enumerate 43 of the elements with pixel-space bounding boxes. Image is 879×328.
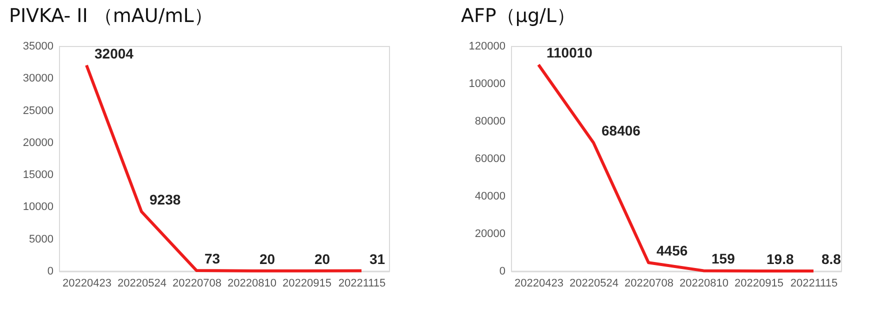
y-tick-label: 40000 (474, 190, 506, 202)
data-label: 20 (314, 250, 330, 267)
x-tick-label: 20220810 (228, 278, 276, 290)
data-label: 4456 (656, 242, 688, 259)
x-tick-label: 20221115 (790, 278, 838, 290)
y-tick-label: 35000 (22, 40, 54, 52)
chart-title: AFP（μg/L） (461, 5, 576, 27)
x-tick-label: 20220915 (282, 278, 332, 290)
y-tick-label: 0 (499, 266, 506, 278)
y-tick-label: 20000 (474, 228, 506, 240)
data-label: 9238 (150, 192, 181, 208)
y-tick-label: 60000 (474, 153, 506, 165)
y-tick-label: 5000 (29, 233, 54, 246)
y-tick-label: 120000 (468, 40, 506, 52)
y-tick-label: 30000 (22, 72, 54, 85)
data-label: 8.8 (822, 250, 842, 267)
y-tick-label: 0 (47, 266, 54, 278)
data-label: 31 (370, 250, 386, 267)
y-tick-label: 80000 (474, 116, 506, 128)
x-tick-label: 20220915 (734, 278, 784, 290)
data-label: 159 (712, 250, 736, 267)
x-tick-label: 20220708 (172, 278, 222, 290)
data-label: 19.8 (766, 250, 794, 267)
data-label: 20 (260, 250, 276, 267)
x-tick-label: 20220524 (570, 278, 618, 290)
y-tick-label: 25000 (22, 104, 54, 117)
data-label: 32004 (94, 45, 134, 62)
y-tick-label: 20000 (22, 136, 54, 149)
y-tick-label: 10000 (22, 201, 54, 214)
x-tick-label: 20220423 (514, 278, 564, 290)
x-tick-label: 20220423 (62, 278, 112, 290)
x-tick-label: 20220810 (680, 278, 728, 290)
line-series (537, 63, 815, 272)
chart-title: PIVKA- II （mAU/mL） (9, 5, 213, 27)
x-tick-label: 20220524 (118, 278, 166, 290)
y-tick-label: 15000 (22, 169, 54, 182)
x-tick-label: 20221115 (338, 278, 386, 290)
line-series (85, 64, 363, 272)
data-label: 110010 (546, 44, 593, 61)
y-tick-label: 100000 (468, 78, 506, 90)
x-tick-label: 20220708 (624, 278, 674, 290)
data-label: 68406 (602, 122, 641, 139)
data-label: 73 (204, 250, 220, 267)
